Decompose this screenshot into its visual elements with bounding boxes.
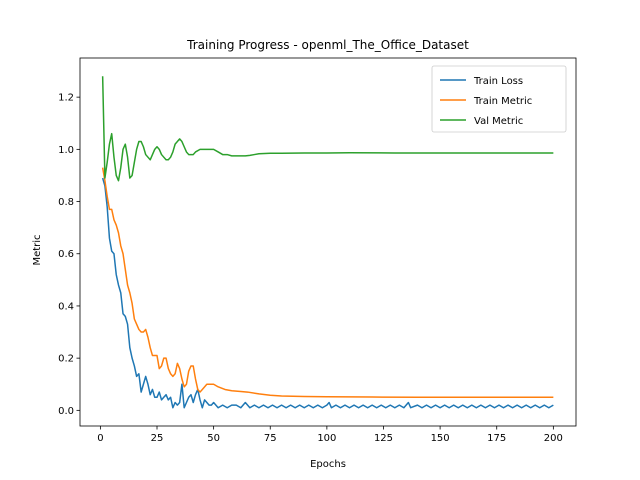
legend-label-train-metric: Train Metric [473, 96, 532, 107]
x-tick-label: 150 [431, 433, 450, 444]
y-tick-label: 0.2 [58, 354, 74, 365]
x-tick-label: 125 [374, 433, 393, 444]
x-axis-label: Epochs [310, 459, 346, 470]
legend-label-val-metric: Val Metric [474, 116, 523, 127]
legend-box [431, 65, 567, 133]
x-tick-label: 50 [207, 433, 220, 444]
legend: Train Loss Train Metric Val Metric [431, 65, 567, 133]
y-axis-label: Metric [32, 234, 43, 265]
y-tick-label: 0.0 [58, 406, 74, 417]
plot-area: 0 25 50 75 100 125 150 175 200 0.0 0.2 0.4 0.6 0.8 1.0… [58, 57, 577, 444]
series-line-val-metric [101, 76, 554, 182]
series-line-train-loss [101, 177, 554, 409]
x-tick-label: 100 [317, 433, 336, 444]
y-tick-label: 0.6 [58, 249, 74, 260]
y-tick-label: 0.4 [58, 301, 74, 312]
x-tick-label: 0 [97, 433, 103, 444]
legend-label-train-loss: Train Loss [473, 76, 523, 87]
x-tick-label: 175 [487, 433, 506, 444]
series-line-train-metric [101, 167, 554, 399]
chart-title: Training Progress - openml_The_Office_Da… [186, 38, 469, 52]
y-tick-label: 1.2 [58, 93, 74, 104]
y-tick-label: 0.8 [58, 197, 74, 208]
x-tick-label: 25 [151, 433, 164, 444]
axes-frame [79, 57, 577, 427]
x-tick-label: 75 [264, 433, 277, 444]
x-tick-label: 200 [544, 433, 563, 444]
y-tick-label: 1.0 [58, 145, 74, 156]
